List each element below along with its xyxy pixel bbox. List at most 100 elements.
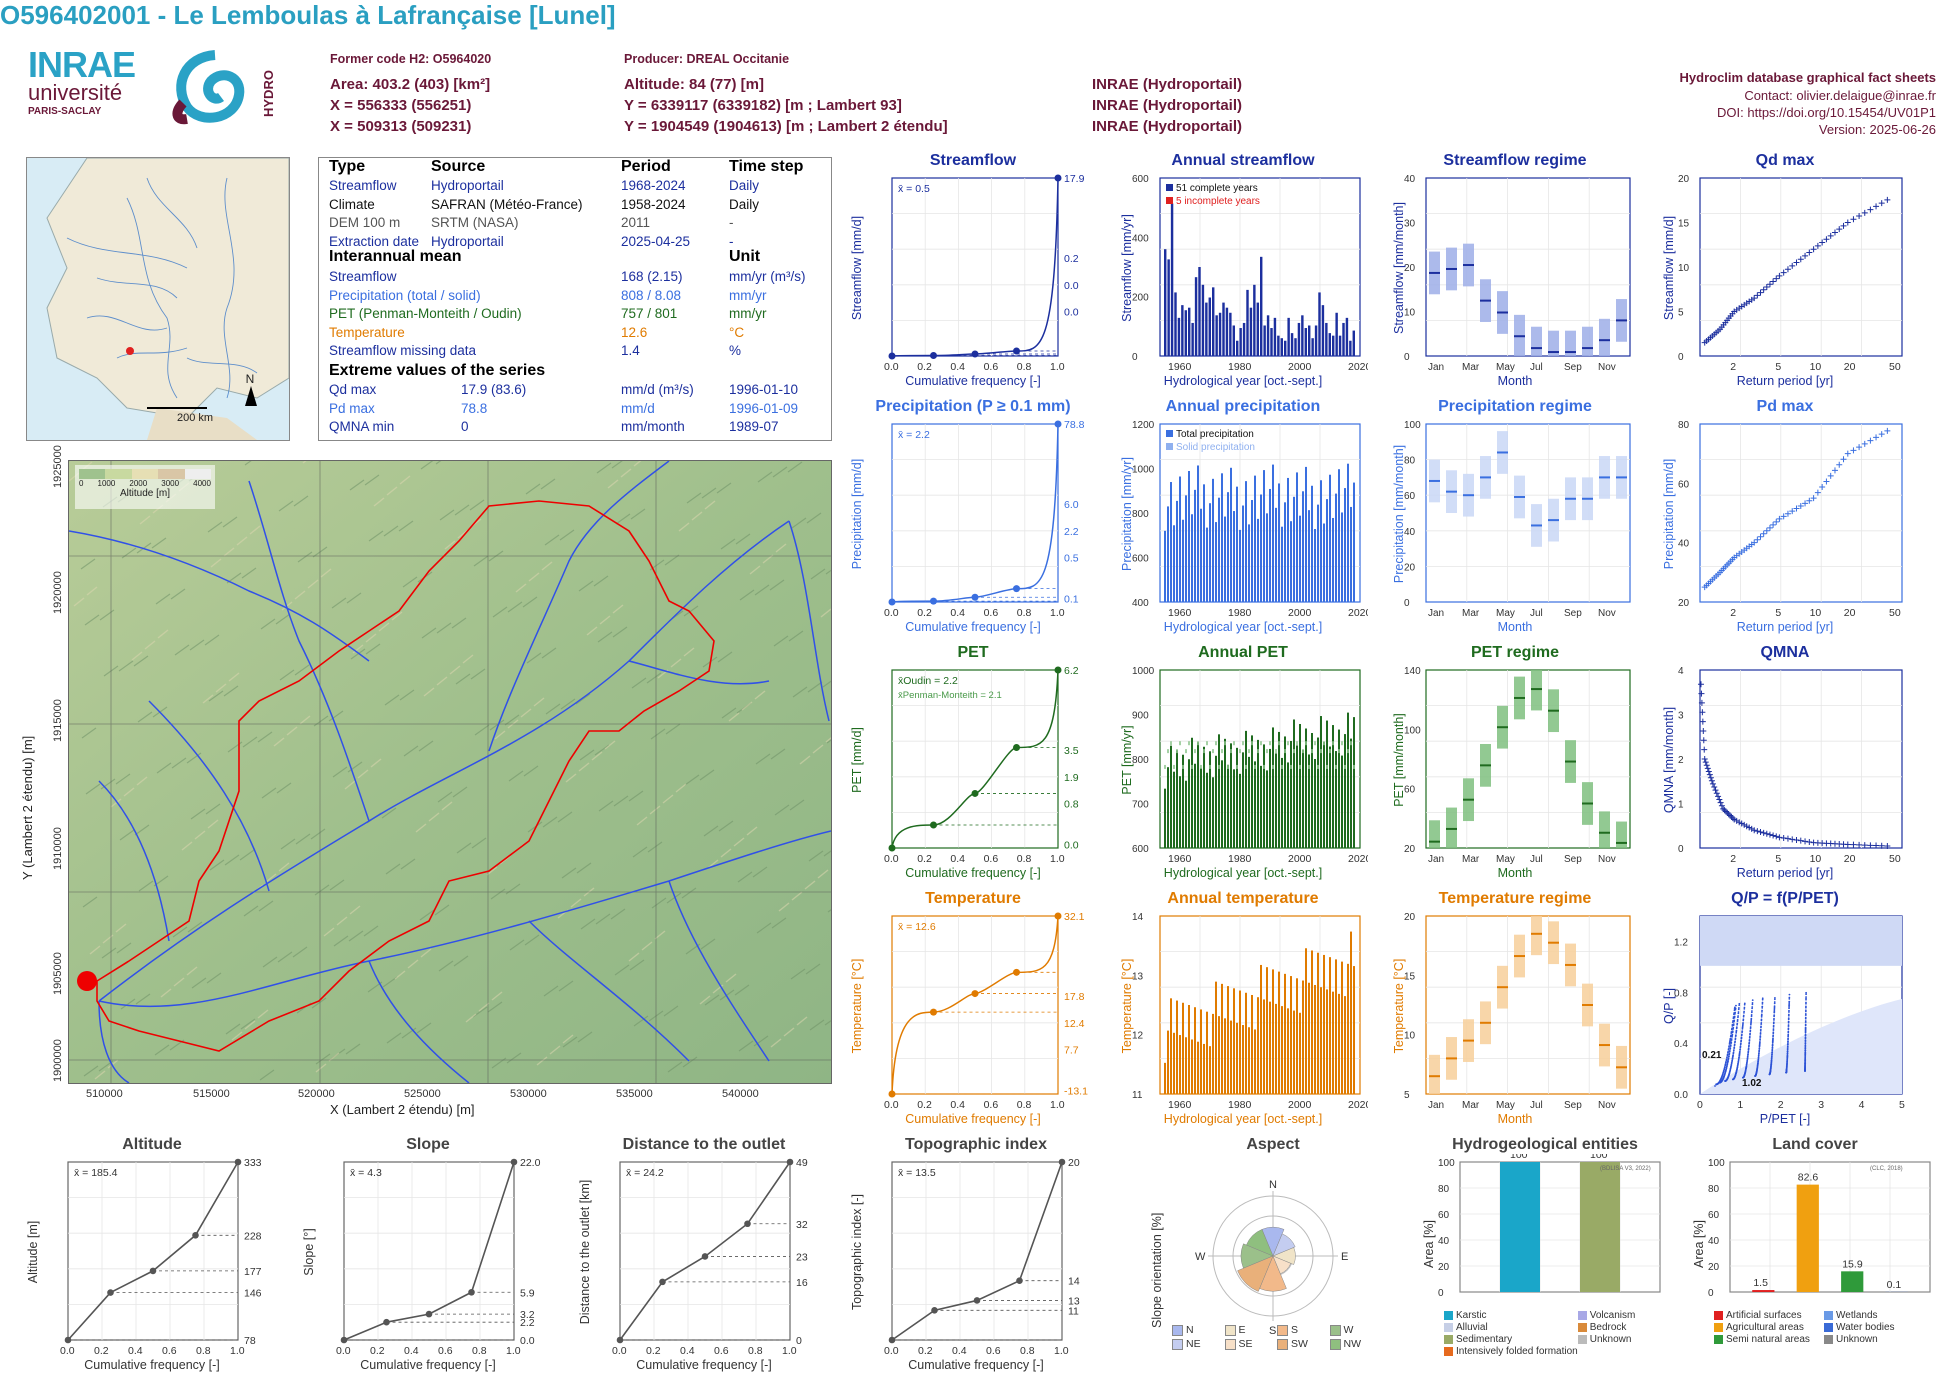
source-header: Source: [431, 158, 486, 175]
aspect-legend-item: N: [1172, 1324, 1225, 1336]
gridlines: [1700, 178, 1902, 356]
scatter-point: [1745, 1066, 1748, 1069]
x-tick-label: 5: [1775, 361, 1781, 373]
legend-swatch: [1166, 430, 1173, 437]
y-tick-label: 15: [1404, 971, 1416, 982]
annual-bar: [1302, 491, 1304, 602]
x-tick-label: 2: [1730, 607, 1736, 619]
bar-value-label: 82.6: [1798, 1172, 1819, 1184]
gridlines: [68, 1162, 238, 1340]
return-point: [1776, 834, 1783, 841]
scatter-point: [1743, 1011, 1745, 1014]
scatter-point: [1729, 1067, 1732, 1070]
annual-bar: [1212, 777, 1214, 848]
secondary-bar: [1275, 749, 1277, 754]
x-axis-label: Cumulative frequency [-]: [905, 866, 1041, 880]
x-tick-label: 1960: [1168, 1099, 1192, 1111]
y-tick-label: 11: [1132, 1090, 1143, 1101]
mean-label: x̄ = 4.3: [350, 1167, 382, 1179]
secondary-bar: [1281, 764, 1283, 769]
return-point: [1773, 833, 1780, 840]
annual-bar: [1206, 1011, 1208, 1094]
scatter-point: [1760, 1013, 1763, 1016]
annual-bar: [1203, 746, 1205, 848]
x-tick-label: 0.2: [646, 1345, 661, 1357]
return-point: [1780, 269, 1787, 276]
annual-bar: [1332, 991, 1334, 1094]
scatter-point: [1745, 1063, 1748, 1066]
quantile-point: [888, 1090, 896, 1098]
map-ytick: 1915000: [52, 699, 64, 742]
x-axis-label: Cumulative frequency [-]: [84, 1358, 220, 1372]
scatter-point: [1725, 1079, 1727, 1082]
y-axis-label: Topographic index [-]: [850, 1193, 864, 1311]
logo-hydro-text: HYDRO: [261, 70, 276, 117]
scatter-point: [1725, 1058, 1728, 1061]
annual-bar: [1206, 772, 1208, 848]
y-axis-label: Slope [°]: [302, 1228, 316, 1276]
scatter-point: [1731, 1033, 1734, 1036]
x-tick-label: 0.4: [404, 1345, 419, 1357]
annual-bar: [1311, 485, 1313, 602]
scatter-point: [1731, 1030, 1734, 1033]
outlet-marker: [77, 971, 97, 991]
annual-bar: [1185, 780, 1187, 848]
annual-bar: [1299, 515, 1301, 602]
altitude-legend-tick: 1000: [97, 479, 116, 488]
return-point: [1754, 828, 1761, 835]
y-tick-label: 20: [1404, 844, 1416, 855]
return-point: [1810, 495, 1817, 502]
version: Version: 2025-06-26: [1818, 122, 1936, 137]
scatter-point: [1757, 1054, 1760, 1057]
scatter-point: [1730, 1063, 1733, 1066]
annual-bar: [1236, 340, 1239, 356]
right-tick-label: 23: [796, 1251, 808, 1263]
former-code: Former code H2: O5964020: [330, 52, 492, 66]
info-type: Extraction date: [329, 233, 420, 249]
x-tick-label: 1960: [1168, 361, 1192, 373]
secondary-bar: [1266, 749, 1268, 754]
return-point: [1763, 284, 1770, 291]
y-lambert2: Y = 1904549 (1904613) [m ; Lambert 2 éte…: [624, 118, 948, 135]
scatter-point: [1726, 1053, 1729, 1056]
scatter-point: [1761, 1010, 1763, 1013]
x-tick-label: 0.6: [162, 1345, 177, 1357]
annual-bar: [1320, 480, 1322, 602]
annual-bar: [1185, 1037, 1187, 1094]
contact[interactable]: Contact: olivier.delaigue@inrae.fr: [1744, 88, 1936, 103]
legend-swatch: [1172, 1324, 1183, 1336]
quantile-point: [64, 1336, 72, 1344]
return-point: [1831, 467, 1838, 474]
right-tick-label: 14: [1068, 1276, 1080, 1288]
compass-label: W: [1195, 1251, 1206, 1263]
scatter-point: [1804, 1036, 1807, 1039]
annual-bar: [1179, 776, 1181, 848]
scatter-point: [1787, 1033, 1790, 1036]
y-tick-label: 40: [1438, 1236, 1450, 1247]
y-axis-label: QMNA [mm/month]: [1662, 706, 1676, 814]
y-tick-label: 40: [1404, 527, 1416, 538]
annotation-2: 1.02: [1742, 1078, 1762, 1089]
right-tick-label: 6.2: [1064, 665, 1079, 677]
scatter-point: [1750, 1011, 1753, 1014]
pet-cdf-svg: 6.2 3.5 1.9 0.8 0.0 0.0 0.2 0.4 0.6 0.8 1.0 x̄Oudin…: [884, 665, 1079, 865]
annual-bar: [1197, 465, 1199, 602]
scatter-point: [1786, 1042, 1789, 1045]
aspect-legend-label: NW: [1343, 1338, 1362, 1350]
plot-frame: [1425, 669, 1631, 849]
scatter-point: [1805, 1005, 1807, 1008]
scatter-point: [1741, 1030, 1744, 1032]
annual-bar: [1329, 957, 1331, 1094]
annual-bar: [1182, 1002, 1184, 1094]
secondary-bar: [1323, 741, 1325, 746]
y-axis-label: Temperature [°C]: [1392, 958, 1406, 1054]
doi-link[interactable]: DOI: https://doi.org/10.15454/UV01P1: [1717, 105, 1936, 120]
quantile-point: [786, 1158, 794, 1166]
y-tick-label: 600: [1132, 554, 1149, 565]
scatter-point: [1805, 998, 1807, 1001]
annual-bar: [1233, 511, 1235, 602]
x-tick-label: Jan: [1428, 608, 1444, 619]
x-axis-label: Hydrological year [oct.-sept.]: [1163, 866, 1323, 880]
